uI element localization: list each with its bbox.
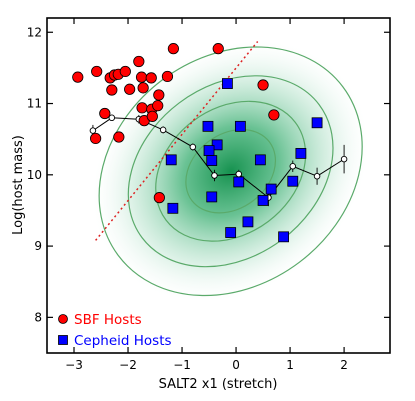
binned-mean-point-10	[340, 155, 348, 163]
cepheid-point-9	[295, 148, 307, 159]
sbf-point-12	[257, 79, 269, 91]
density-map	[92, 40, 369, 302]
binned-mean-point-3	[159, 126, 167, 134]
binned-mean-point-8	[289, 163, 297, 170]
legend-label-sbf: SBF Hosts	[74, 312, 142, 328]
y-tick-label: 11	[27, 97, 42, 111]
cepheid-point-6	[165, 154, 177, 166]
sbf-point-20	[152, 100, 164, 112]
cepheid-point-1	[311, 117, 323, 129]
binned-mean-point-5	[211, 172, 218, 179]
y-tick-label: 9	[34, 239, 42, 253]
cepheid-point-18	[278, 231, 289, 243]
cepheid-point-3	[234, 120, 246, 132]
density-fill	[92, 40, 369, 302]
cepheid-point-16	[242, 216, 254, 228]
y-axis-ticks: 8 9 10 11 12	[27, 25, 390, 324]
cepheid-point-12	[287, 175, 299, 187]
cepheid-point-14	[257, 195, 269, 206]
y-tick-label: 10	[27, 168, 42, 182]
sbf-point-25	[268, 109, 280, 121]
sbf-point-10	[167, 43, 179, 55]
x-tick-label: 0	[232, 358, 240, 372]
sbf-point-15	[137, 82, 149, 94]
sbf-point-23	[113, 131, 125, 143]
y-tick-label: 12	[27, 25, 42, 39]
sbf-point-26	[153, 192, 165, 204]
cepheid-point-10	[233, 176, 245, 188]
cepheid-point-15	[167, 202, 179, 214]
contour-level-1	[98, 46, 363, 297]
cepheid-point-5	[203, 145, 215, 156]
x-tick-label: 1	[286, 358, 294, 372]
cepheid-point-2	[202, 120, 214, 132]
cepheid-point-7	[206, 155, 218, 166]
sbf-point-22	[146, 110, 158, 122]
contour-level-4	[185, 129, 277, 214]
binned-mean-point-0	[89, 127, 97, 134]
cepheid-point-4	[211, 139, 223, 151]
sbf-point-1	[91, 65, 103, 78]
contour-level-3	[155, 100, 307, 242]
cepheid-point-0	[222, 78, 233, 89]
legend-label-cepheid: Cepheid Hosts	[74, 333, 172, 349]
x-axis-label: SALT2 x1 (stretch)	[159, 377, 278, 392]
binned-mean-point-6	[235, 170, 243, 178]
binned-mean-point-9	[313, 172, 321, 180]
sbf-point-13	[106, 84, 118, 96]
cepheid-point-13	[206, 191, 218, 203]
sbf-point-6	[133, 55, 145, 68]
sbf-point-11	[212, 43, 224, 55]
legend: SBF Hosts Cepheid Hosts	[58, 312, 172, 349]
cepheid-point-17	[225, 227, 237, 238]
sbf-point-18	[136, 102, 148, 114]
sbf-point-0	[72, 71, 84, 83]
sbf-point-16	[153, 89, 165, 101]
sbf-point-7	[135, 71, 148, 83]
y-axis-label: Log(host mass)	[11, 135, 26, 235]
sbf-point-14	[124, 83, 136, 95]
cepheid-point-8	[254, 154, 266, 166]
plot-area	[72, 40, 369, 302]
sbf-point-9	[161, 70, 174, 83]
sbf-point-17	[99, 107, 111, 120]
x-tick-label: 2	[340, 358, 348, 372]
x-axis-ticks: −3 −2 −1 0 1 2	[65, 18, 348, 372]
plot-frame	[46, 17, 391, 354]
sbf-point-5	[119, 65, 131, 78]
binned-mean-point-4	[189, 143, 197, 151]
binned-mean-line	[89, 114, 348, 207]
data-points	[72, 43, 323, 243]
sbf-point-24	[90, 132, 102, 145]
y-tick-label: 8	[34, 310, 42, 324]
cepheid-point-11	[265, 183, 277, 195]
legend-marker-sbf	[58, 314, 68, 324]
legend-marker-cepheid	[58, 335, 68, 345]
x-tick-label: −3	[65, 358, 83, 372]
x-tick-label: −1	[173, 358, 191, 372]
binned-mean-point-1	[108, 114, 116, 122]
x-tick-label: −2	[119, 358, 137, 372]
sbf-point-8	[145, 72, 157, 84]
